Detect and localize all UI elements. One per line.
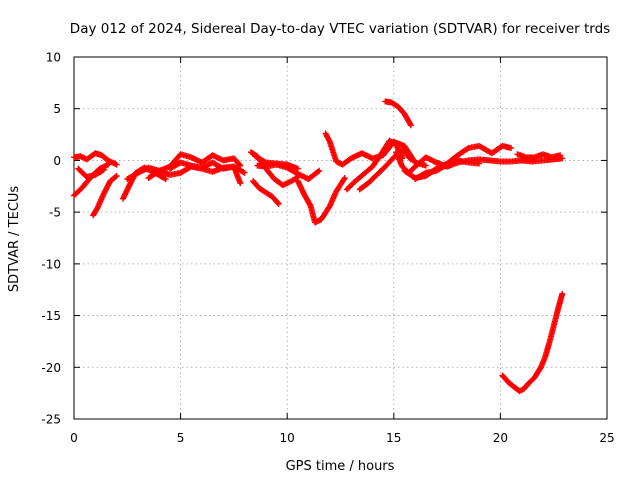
arc-22-point (557, 152, 564, 159)
y-axis-ticks: 10 5 0 -5 -10 -15 -20 -25 (41, 51, 607, 427)
arc-21-point (559, 290, 566, 297)
arc-12-point (316, 167, 323, 174)
plot-border (73, 56, 608, 420)
arc-4-point (112, 173, 119, 180)
arc-7-point (237, 162, 244, 169)
plot-frame (73, 56, 608, 420)
x-tick-label: 0 (70, 431, 78, 445)
arc-19-point (464, 145, 471, 152)
arc-5-point (162, 176, 169, 183)
arc-14-point (422, 162, 429, 169)
y-tick-label: -5 (49, 206, 61, 220)
y-tick-label: -25 (41, 413, 61, 427)
arc-3-point (100, 166, 107, 173)
arc-12-point (314, 168, 321, 175)
arc-6-point (241, 169, 248, 176)
arc-19-point (508, 145, 515, 152)
arc-20-point (476, 160, 483, 167)
arc-8-point (237, 180, 244, 187)
arc-10-point (274, 199, 281, 206)
y-axis-label: SDTVAR / TECUs (7, 186, 22, 293)
arc-4-point (113, 172, 120, 179)
chart-title: Day 012 of 2024, Sidereal Day-to-day VTE… (70, 21, 610, 37)
x-axis-label: GPS time / hours (286, 459, 395, 474)
grid-lines (74, 57, 607, 419)
arc-10-point (275, 200, 282, 207)
arc-16-point (406, 155, 413, 162)
x-axis-ticks: 0 5 10 15 20 25 (70, 57, 615, 445)
arc-2-point (105, 161, 112, 168)
x-tick-label: 25 (599, 431, 614, 445)
y-tick-label: -15 (41, 309, 61, 323)
arc-7-point (236, 161, 243, 168)
y-tick-label: 0 (53, 154, 61, 168)
x-tick-label: 15 (386, 431, 401, 445)
arc-11-point (294, 165, 301, 172)
arc-13-point (306, 201, 313, 208)
arc-1-point (113, 161, 120, 168)
x-tick-label: 10 (280, 431, 295, 445)
y-tick-label: 5 (53, 102, 61, 116)
arc-16-point (407, 156, 414, 163)
data-points (71, 98, 566, 395)
arc-17-point (407, 122, 414, 129)
x-tick-label: 20 (493, 431, 508, 445)
x-tick-label: 5 (177, 431, 185, 445)
arc-17-point (407, 120, 414, 127)
arc-13-point (341, 175, 348, 182)
arc-3-point (99, 167, 106, 174)
y-tick-label: -20 (41, 361, 61, 375)
arc-18-point (559, 155, 566, 162)
y-tick-label: 10 (46, 51, 61, 65)
y-tick-label: -10 (41, 257, 61, 271)
